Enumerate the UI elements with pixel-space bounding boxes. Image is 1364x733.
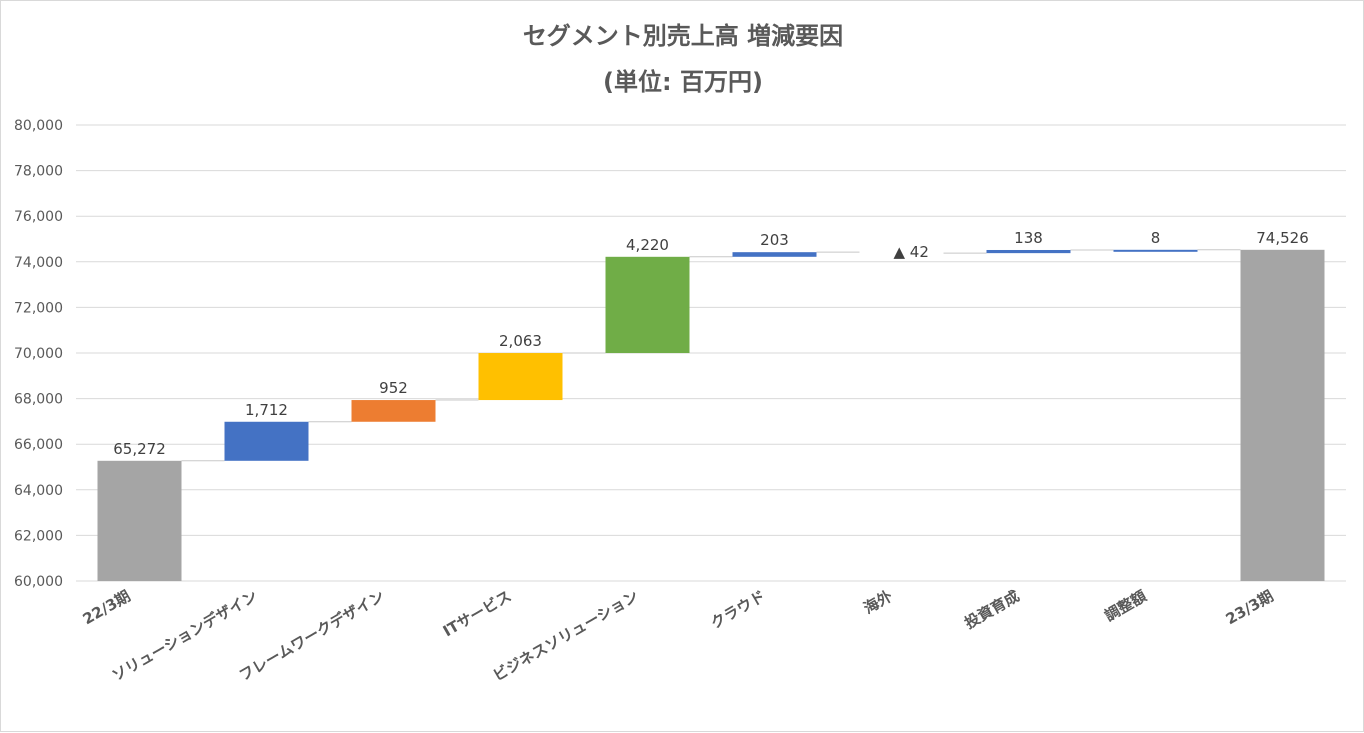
y-tick-label: 72,000 (14, 300, 63, 316)
bar (605, 256, 690, 354)
y-tick-label: 80,000 (14, 118, 63, 134)
y-tick-label: 70,000 (14, 346, 63, 362)
data-label: 1,712 (245, 401, 288, 419)
x-category-label: ITサービス (440, 587, 515, 641)
chart-title: セグメント別売上高 増減要因 (523, 22, 843, 50)
bar (986, 249, 1071, 254)
data-label: 952 (379, 379, 408, 397)
y-tick-label: 74,000 (14, 255, 63, 271)
y-tick-label: 76,000 (14, 209, 63, 225)
data-label: 2,063 (499, 332, 542, 350)
data-labels: 65,272 1,712 952 2,063 4,220 203 ▲ 42 138 8 74,52… (113, 229, 1309, 458)
y-axis-ticks: 60,000 62,000 64,000 66,000 68,000 70,000 72,0… (14, 118, 63, 590)
bar (97, 460, 182, 581)
bar (478, 353, 563, 401)
bar (351, 400, 436, 422)
y-tick-label: 64,000 (14, 483, 63, 499)
y-tick-label: 62,000 (14, 528, 63, 544)
x-category-label: 海外 (861, 587, 896, 618)
bar (224, 421, 309, 461)
y-tick-label: 78,000 (14, 164, 63, 180)
data-label: 74,526 (1256, 229, 1309, 247)
data-label: ▲ 42 (894, 243, 929, 261)
bar (1240, 249, 1325, 582)
x-category-label: 投資育成 (962, 587, 1023, 633)
data-label: 203 (760, 231, 789, 249)
x-category-label: クラウド (708, 587, 769, 633)
y-tick-label: 68,000 (14, 392, 63, 408)
bars (97, 249, 1325, 582)
chart-subtitle: (単位: 百万円) (603, 68, 763, 96)
data-label: 4,220 (626, 236, 669, 254)
x-category-label: 23/3期 (1223, 587, 1277, 628)
gridlines (76, 124, 1346, 582)
y-tick-label: 66,000 (14, 437, 63, 453)
bar (1113, 249, 1198, 252)
data-label: 65,272 (113, 440, 166, 458)
y-tick-label: 60,000 (14, 574, 63, 590)
data-label: 138 (1014, 229, 1043, 247)
data-label: 8 (1151, 229, 1161, 247)
x-category-label: 調整額 (1102, 587, 1150, 625)
connector-lines (181, 249, 1241, 462)
x-category-label: 22/3期 (80, 587, 134, 628)
bar (732, 252, 817, 257)
